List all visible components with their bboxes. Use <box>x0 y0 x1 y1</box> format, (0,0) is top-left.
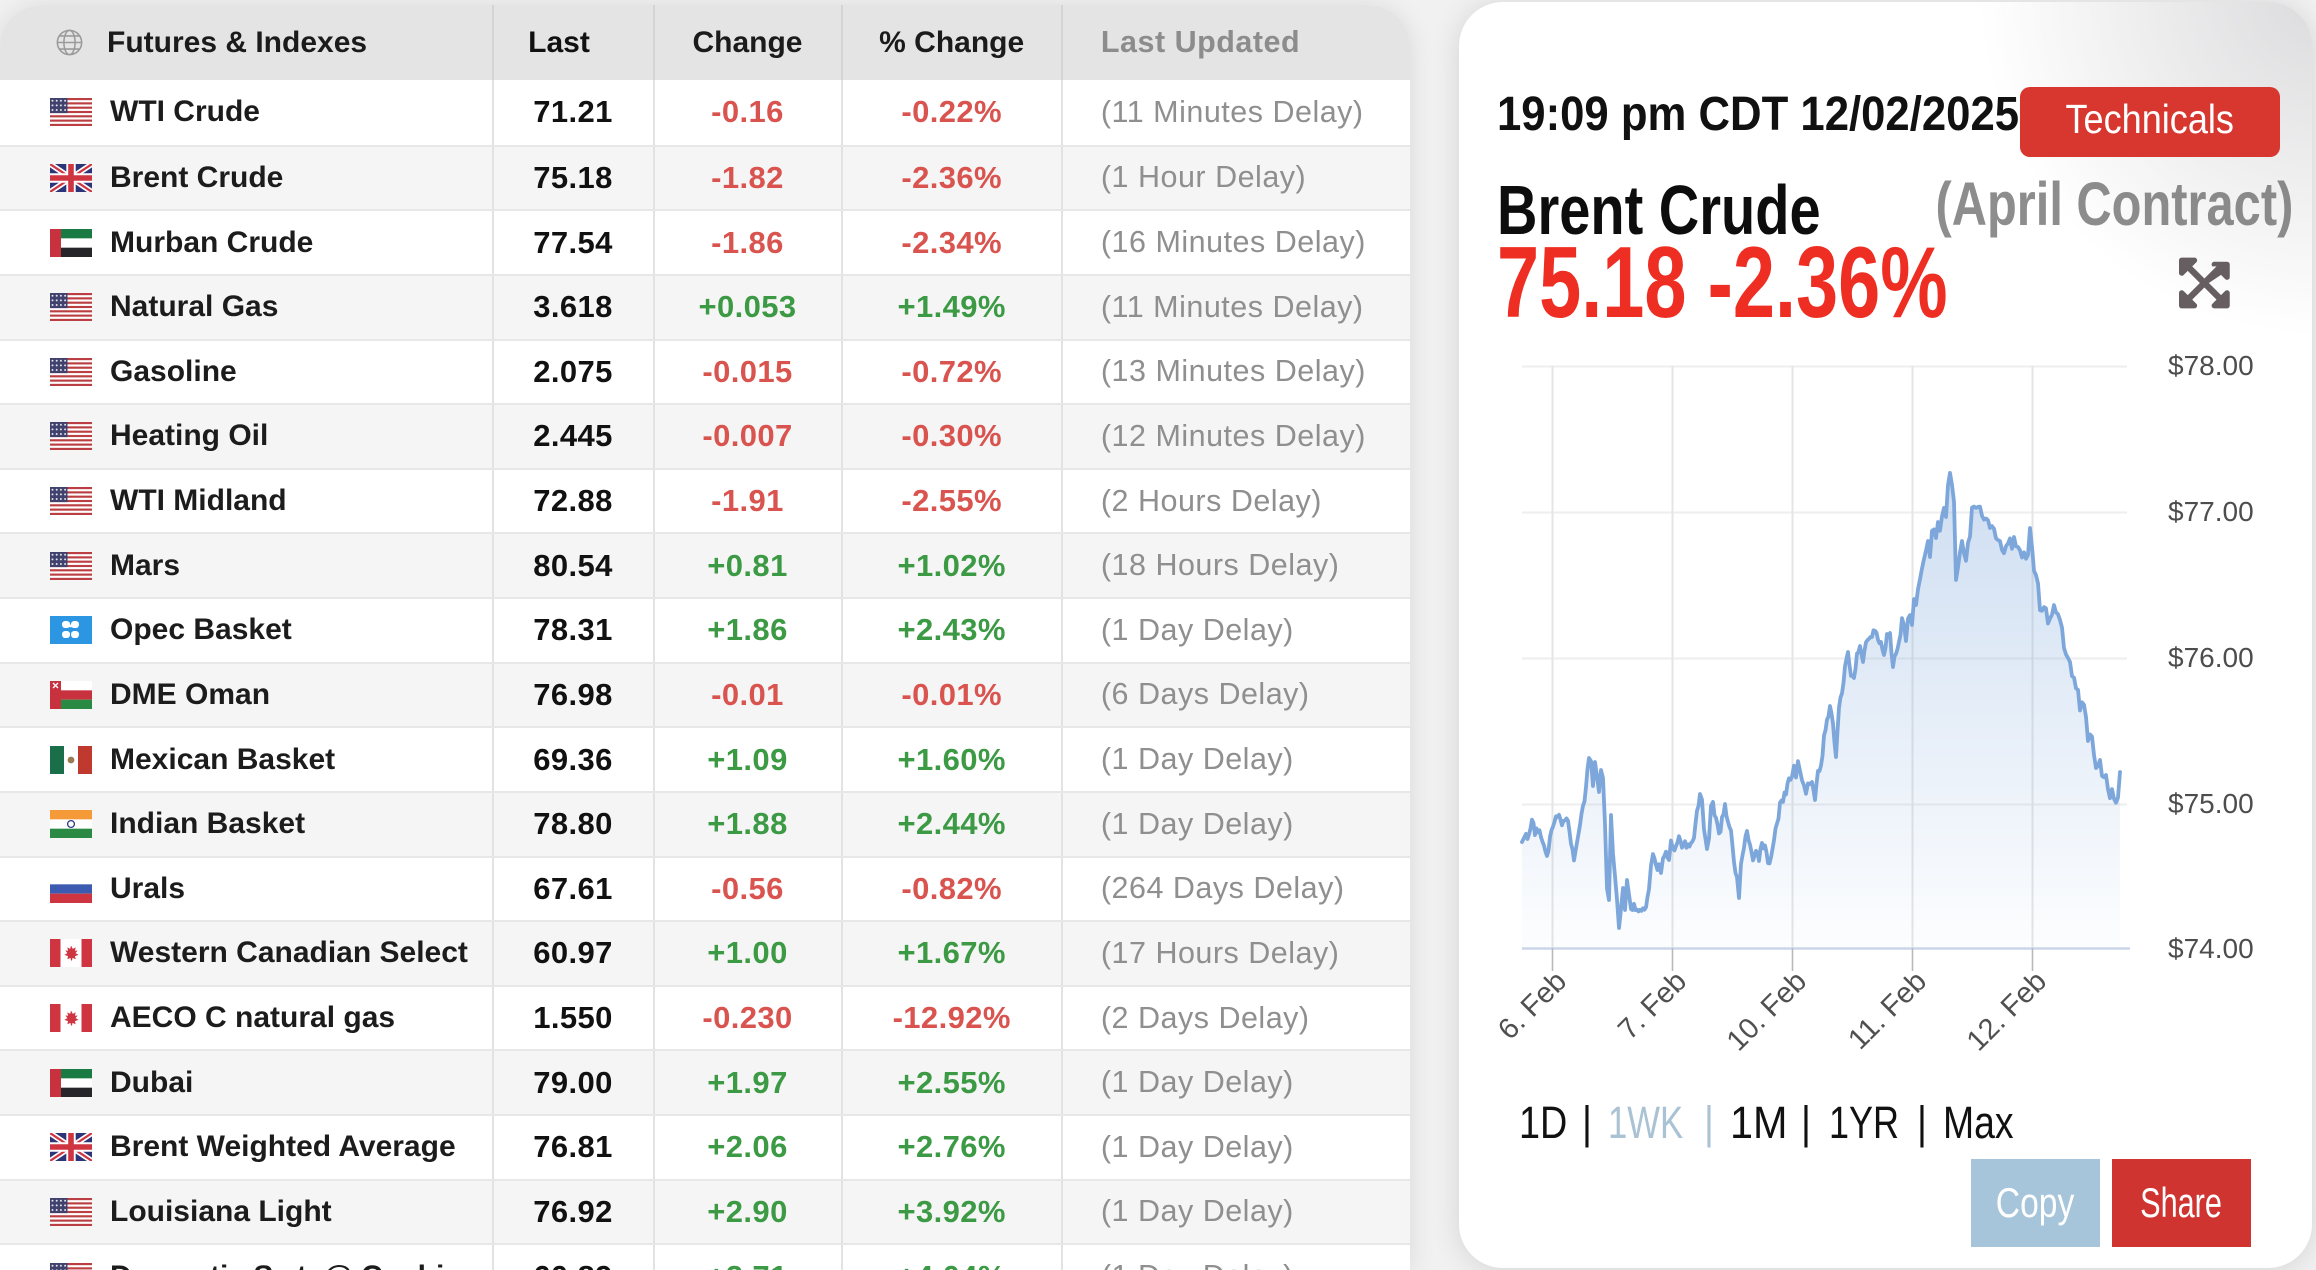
svg-text:11. Feb: 11. Feb <box>1842 965 1933 1056</box>
svg-text:6. Feb: 6. Feb <box>1492 965 1573 1046</box>
svg-text:7. Feb: 7. Feb <box>1612 965 1693 1046</box>
svg-text:12. Feb: 12. Feb <box>1961 965 2053 1057</box>
svg-text:10. Feb: 10. Feb <box>1721 965 1813 1057</box>
